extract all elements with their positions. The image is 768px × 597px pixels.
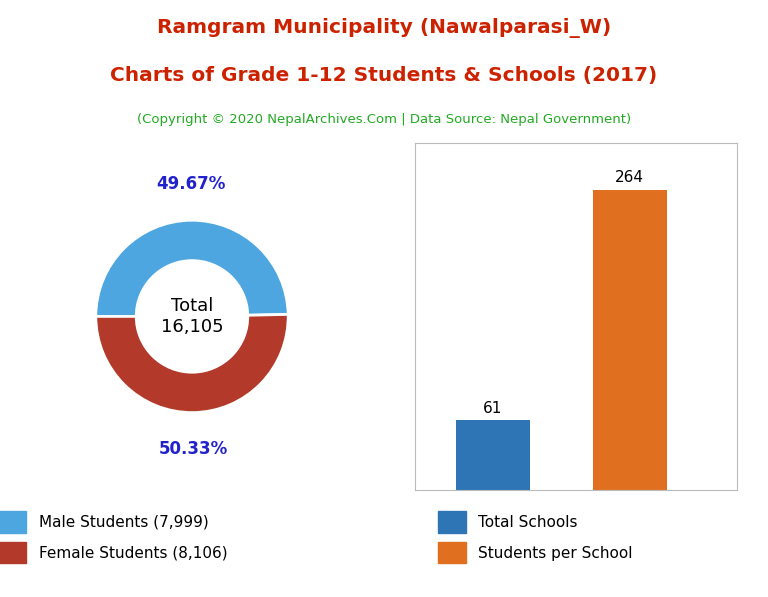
Text: 50.33%: 50.33%	[159, 440, 228, 458]
Wedge shape	[96, 315, 288, 413]
Text: 264: 264	[615, 170, 644, 185]
Legend: Male Students (7,999), Female Students (8,106): Male Students (7,999), Female Students (…	[0, 511, 227, 564]
Text: Ramgram Municipality (Nawalparasi_W): Ramgram Municipality (Nawalparasi_W)	[157, 18, 611, 38]
Text: 61: 61	[483, 401, 502, 416]
Text: Total
16,105: Total 16,105	[161, 297, 223, 336]
Bar	[455, 420, 530, 490]
Legend: Total Schools, Students per School: Total Schools, Students per School	[439, 511, 633, 564]
Wedge shape	[96, 220, 288, 316]
Text: 49.67%: 49.67%	[156, 175, 225, 193]
Text: (Copyright © 2020 NepalArchives.Com | Data Source: Nepal Government): (Copyright © 2020 NepalArchives.Com | Da…	[137, 113, 631, 127]
Text: Charts of Grade 1-12 Students & Schools (2017): Charts of Grade 1-12 Students & Schools …	[111, 66, 657, 85]
Bar	[593, 190, 667, 490]
